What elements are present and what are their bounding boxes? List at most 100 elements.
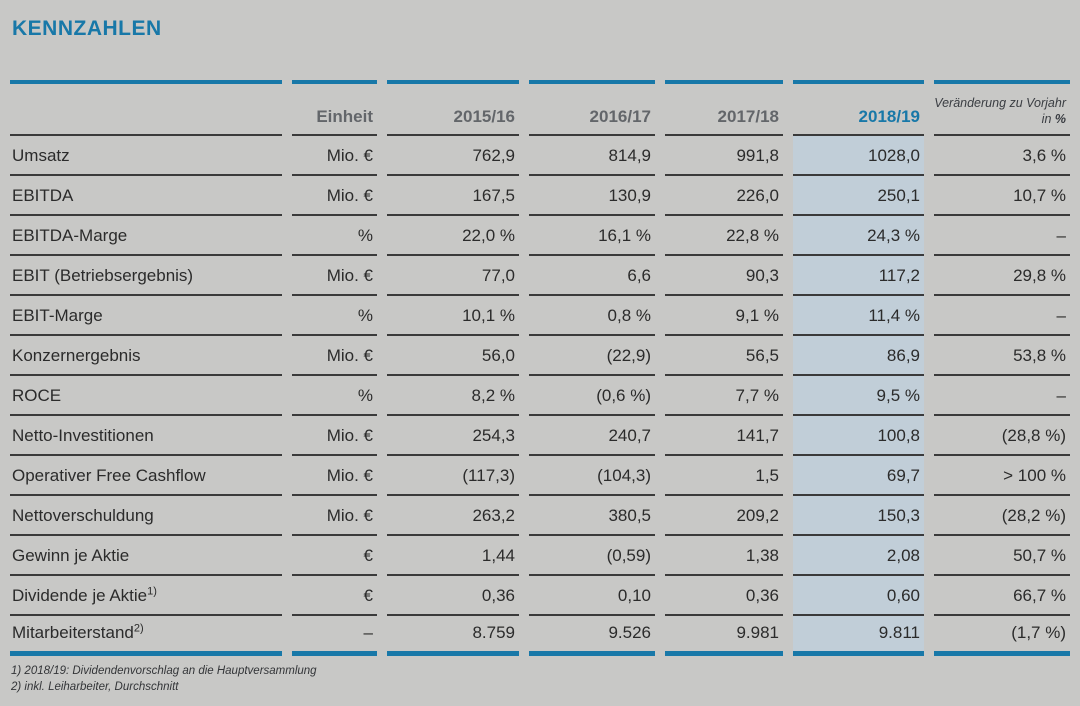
value-cell: 100,8 [793,416,924,456]
value-cell: 380,5 [529,496,655,536]
change-cell: (1,7 %) [934,616,1070,656]
value-cell: 8,2 % [387,376,519,416]
value-cell: (104,3) [529,456,655,496]
row-label: Nettoverschuldung [10,496,282,536]
table-row: Netto-Investitionen Mio. €254,3 240,7 141,7… [10,416,1070,456]
unit-cell: % [292,296,377,336]
row-label: EBIT (Betriebsergebnis) [10,256,282,296]
change-cell: 66,7 % [934,576,1070,616]
unit-cell: Mio. € [292,456,377,496]
row-label: ROCE [10,376,282,416]
table-row: EBIT-Marge% 10,1 % 0,8 % 9,1 % 11,4 % – [10,296,1070,336]
table-row: Nettoverschuldung Mio. €263,2 380,5 209,2 15… [10,496,1070,536]
value-cell: 250,1 [793,176,924,216]
value-cell: 991,8 [665,136,783,176]
table-row: Umsatz Mio. €762,9 814,9 991,8 1028,0 3,6 % [10,136,1070,176]
value-cell: (0,6 %) [529,376,655,416]
unit-cell: % [292,216,377,256]
change-cell: – [934,296,1070,336]
change-cell: (28,2 %) [934,496,1070,536]
change-cell: 3,6 % [934,136,1070,176]
value-cell: 11,4 % [793,296,924,336]
row-label: Umsatz [10,136,282,176]
value-cell: 141,7 [665,416,783,456]
column-header-2017-18: 2017/18 [665,80,783,136]
value-cell: 1,38 [665,536,783,576]
footnote-1: 1) 2018/19: Dividendenvorschlag an die H… [11,665,317,677]
value-cell: 240,7 [529,416,655,456]
table-row: EBIT (Betriebsergebnis) Mio. €77,0 6,6 90,3… [10,256,1070,296]
row-label: Operativer Free Cashflow [10,456,282,496]
change-cell: > 100 % [934,456,1070,496]
value-cell: 209,2 [665,496,783,536]
value-cell: 1,5 [665,456,783,496]
value-cell: 9,5 % [793,376,924,416]
table-header: Einheit 2015/16 2016/17 2017/18 2018/19 Verä… [10,80,1070,136]
table-row: Operativer Free Cashflow Mio. € (117,3) (10… [10,456,1070,496]
unit-cell: Mio. € [292,496,377,536]
table-row: Gewinn je Aktie €1,44 (0,59) 1,38 2,08 50,7 % [10,536,1070,576]
row-label: Mitarbeiterstand2) [10,616,282,656]
value-cell: 0,10 [529,576,655,616]
value-cell: 814,9 [529,136,655,176]
page-title: KENNZAHLEN [12,17,162,40]
table-row: Konzernergebnis Mio. €56,0 (22,9) 56,5 86,9 5… [10,336,1070,376]
change-cell: (28,8 %) [934,416,1070,456]
change-cell: 50,7 % [934,536,1070,576]
table-row: Mitarbeiterstand2) –8.759 9.526 9.981 9.811(… [10,616,1070,656]
value-cell: 22,8 % [665,216,783,256]
table-row: EBITDA-Marge% 22,0 % 16,1 % 22,8 % 24,3 % – [10,216,1070,256]
value-cell: 117,2 [793,256,924,296]
row-label: Gewinn je Aktie [10,536,282,576]
value-cell: 90,3 [665,256,783,296]
value-cell: 263,2 [387,496,519,536]
change-cell: 53,8 % [934,336,1070,376]
value-cell: (0,59) [529,536,655,576]
unit-cell: – [292,616,377,656]
value-cell: 8.759 [387,616,519,656]
unit-cell: € [292,576,377,616]
value-cell: 1028,0 [793,136,924,176]
value-cell: 6,6 [529,256,655,296]
column-header-empty [10,80,282,136]
change-cell: 10,7 % [934,176,1070,216]
value-cell: 150,3 [793,496,924,536]
kennzahlen-table-container: Einheit 2015/16 2016/17 2017/18 2018/19 Verä… [0,80,1080,656]
unit-cell: € [292,536,377,576]
value-cell: 0,60 [793,576,924,616]
value-cell: 77,0 [387,256,519,296]
value-cell: 167,5 [387,176,519,216]
unit-cell: Mio. € [292,256,377,296]
value-cell: 10,1 % [387,296,519,336]
column-header-2016-17: 2016/17 [529,80,655,136]
value-cell: 22,0 % [387,216,519,256]
value-cell: 86,9 [793,336,924,376]
row-label: EBITDA [10,176,282,216]
unit-cell: % [292,376,377,416]
unit-cell: Mio. € [292,416,377,456]
value-cell: 9.981 [665,616,783,656]
value-cell: 0,36 [387,576,519,616]
row-label: Netto-Investitionen [10,416,282,456]
column-header-veraenderung: Veränderung zu Vorjahr in % [934,80,1070,136]
footnotes: 1) 2018/19: Dividendenvorschlag an die H… [11,664,317,696]
footnote-marker: 2) [133,622,144,635]
value-cell: 226,0 [665,176,783,216]
value-cell: 0,8 % [529,296,655,336]
value-cell: 69,7 [793,456,924,496]
kennzahlen-table: Einheit 2015/16 2016/17 2017/18 2018/19 Verä… [0,80,1080,656]
table-row: Dividende je Aktie1) €0,36 0,10 0,36 0,60 66,… [10,576,1070,616]
value-cell: (22,9) [529,336,655,376]
value-cell: 24,3 % [793,216,924,256]
value-cell: 0,36 [665,576,783,616]
value-cell: 9,1 % [665,296,783,336]
row-label: EBITDA-Marge [10,216,282,256]
value-cell: 762,9 [387,136,519,176]
value-cell: 7,7 % [665,376,783,416]
row-label: Konzernergebnis [10,336,282,376]
unit-cell: Mio. € [292,136,377,176]
table-body: Umsatz Mio. €762,9 814,9 991,8 1028,0 3,6 % EB… [10,136,1070,656]
value-cell: 254,3 [387,416,519,456]
value-cell: 2,08 [793,536,924,576]
header-row: Einheit 2015/16 2016/17 2017/18 2018/19 Verä… [10,80,1070,136]
